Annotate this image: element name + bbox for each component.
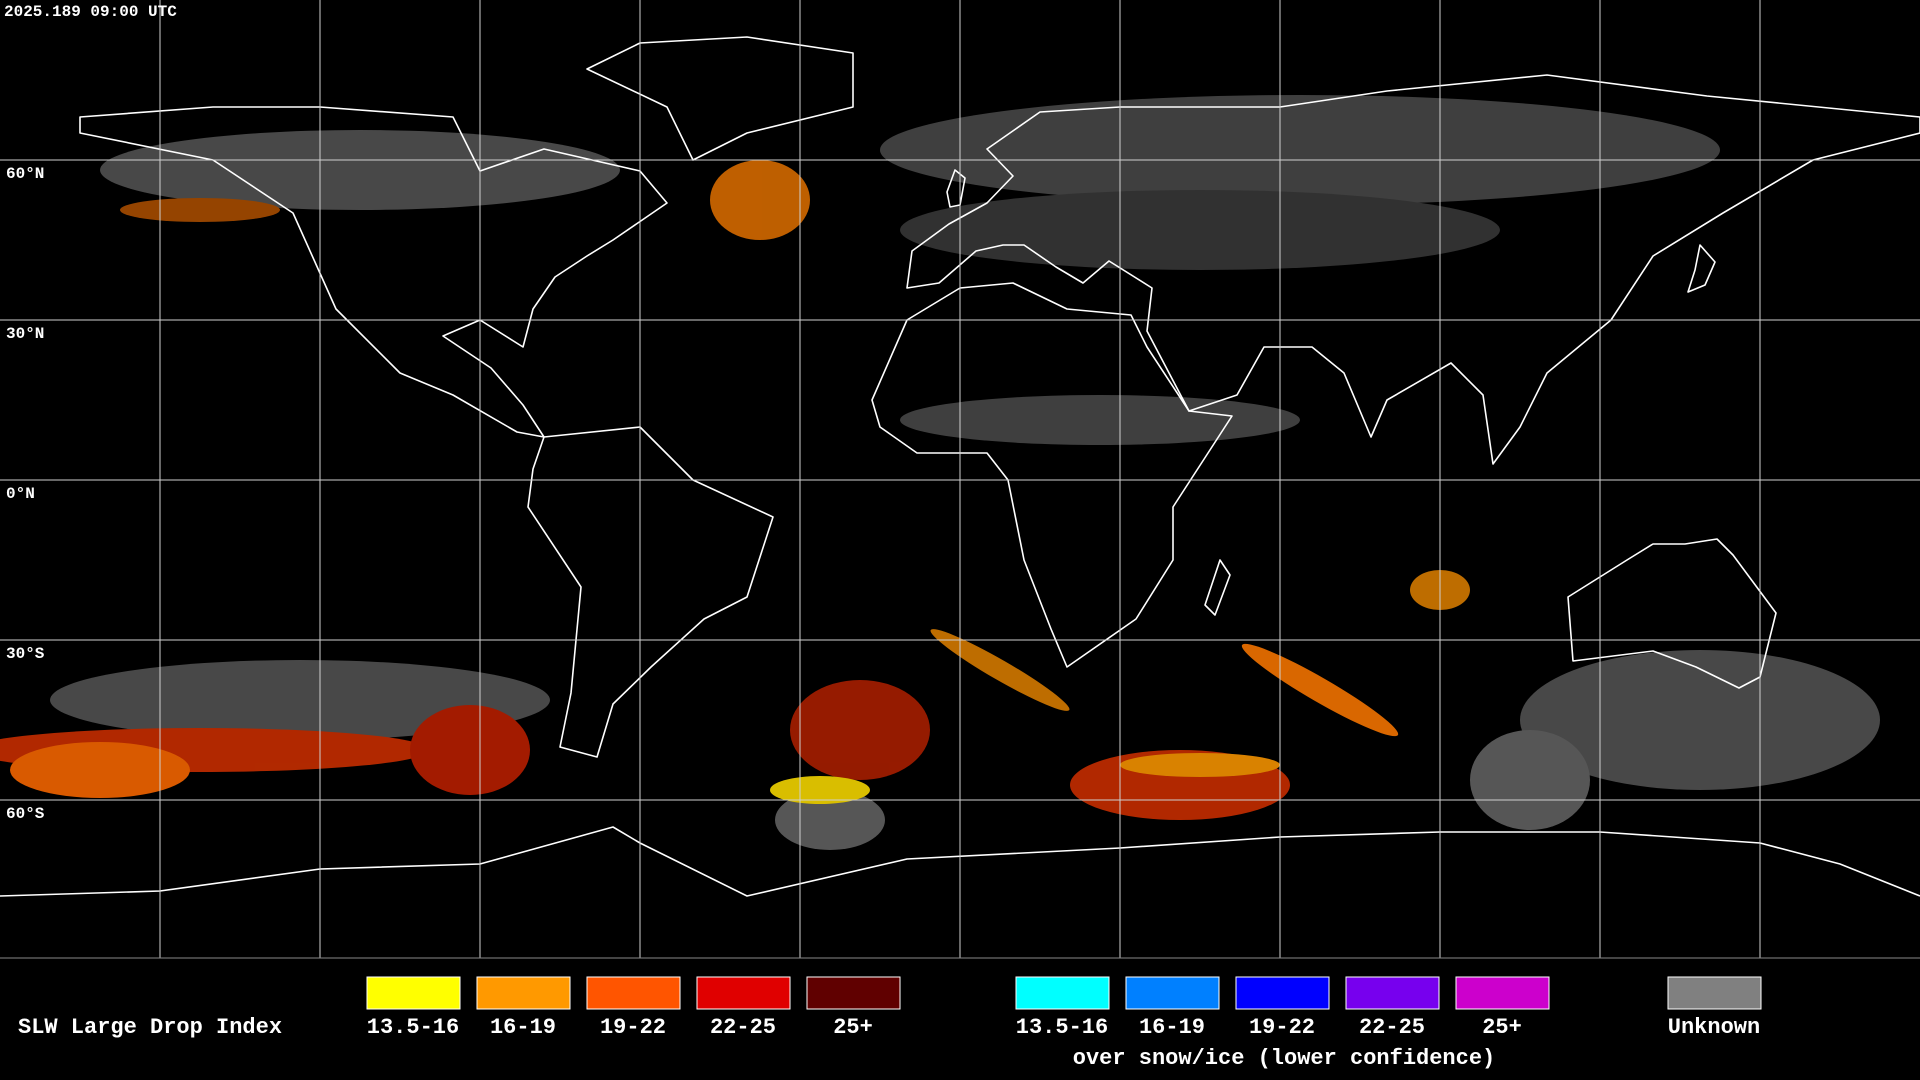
cloud-patch <box>1120 753 1280 777</box>
legend-label: Unknown <box>1668 1015 1760 1040</box>
cloud-patch <box>930 629 1070 711</box>
coast-japan <box>1687 244 1716 293</box>
legend-swatch <box>1455 976 1550 1010</box>
cloud-field <box>0 95 1880 850</box>
lat-label: 60°N <box>6 165 44 183</box>
coast-eurasia <box>906 74 1920 465</box>
legend-swatch <box>1667 976 1762 1010</box>
cloud-patch <box>880 95 1720 205</box>
legend-label: 13.5-16 <box>1016 1015 1108 1040</box>
cloud-patch <box>1520 650 1880 790</box>
legend-swatch <box>806 976 901 1010</box>
cloud-patch <box>10 742 190 798</box>
cloud-patch <box>120 198 280 222</box>
cloud-patch <box>790 680 930 780</box>
legend-title: SLW Large Drop Index <box>18 1015 282 1040</box>
legend-label: 22-25 <box>1359 1015 1425 1040</box>
legend-swatch <box>586 976 681 1010</box>
legend-label: 22-25 <box>710 1015 776 1040</box>
timestamp: 2025.189 09:00 UTC <box>4 3 177 21</box>
lat-label: 60°S <box>6 805 45 823</box>
cloud-patch <box>900 190 1500 270</box>
legend-label: 25+ <box>1482 1015 1522 1040</box>
coast-australia <box>1567 538 1777 689</box>
legend-swatch <box>1345 976 1440 1010</box>
legend-swatch <box>1125 976 1220 1010</box>
legend-label: 16-19 <box>490 1015 556 1040</box>
lat-labels: 60°N 30°N 0°N 30°S 60°S <box>6 165 45 823</box>
legend-label: 16-19 <box>1139 1015 1205 1040</box>
coast-antarctica <box>0 826 1920 897</box>
legend-swatch <box>1235 976 1330 1010</box>
coast-africa <box>871 282 1233 668</box>
legend-label: 19-22 <box>1249 1015 1315 1040</box>
cloud-patch <box>410 705 530 795</box>
legend-note: over snow/ice (lower confidence) <box>1073 1046 1495 1071</box>
cloud-patch <box>770 776 870 804</box>
lat-label: 30°N <box>6 325 44 343</box>
cloud-patch <box>775 790 885 850</box>
cloud-patch <box>100 130 620 210</box>
coast-north-america <box>79 106 668 438</box>
legend-swatch <box>366 976 461 1010</box>
legend-label: 25+ <box>833 1015 873 1040</box>
coast-britain <box>946 169 966 208</box>
cloud-patch <box>710 160 810 240</box>
cloud-patch <box>1241 643 1399 737</box>
coast-south-america <box>527 426 774 758</box>
lat-label: 0°N <box>6 485 35 503</box>
coast-madagascar <box>1204 559 1231 616</box>
legend-swatch <box>476 976 571 1010</box>
legend-swatch <box>1015 976 1110 1010</box>
legend-label: 13.5-16 <box>367 1015 459 1040</box>
cloud-patch <box>1470 730 1590 830</box>
graticule <box>0 0 1920 958</box>
legend-label: 19-22 <box>600 1015 666 1040</box>
legend: SLW Large Drop Index over snow/ice (lowe… <box>18 976 1762 1071</box>
lat-label: 30°S <box>6 645 45 663</box>
legend-swatch <box>696 976 791 1010</box>
cloud-patch <box>50 660 550 740</box>
